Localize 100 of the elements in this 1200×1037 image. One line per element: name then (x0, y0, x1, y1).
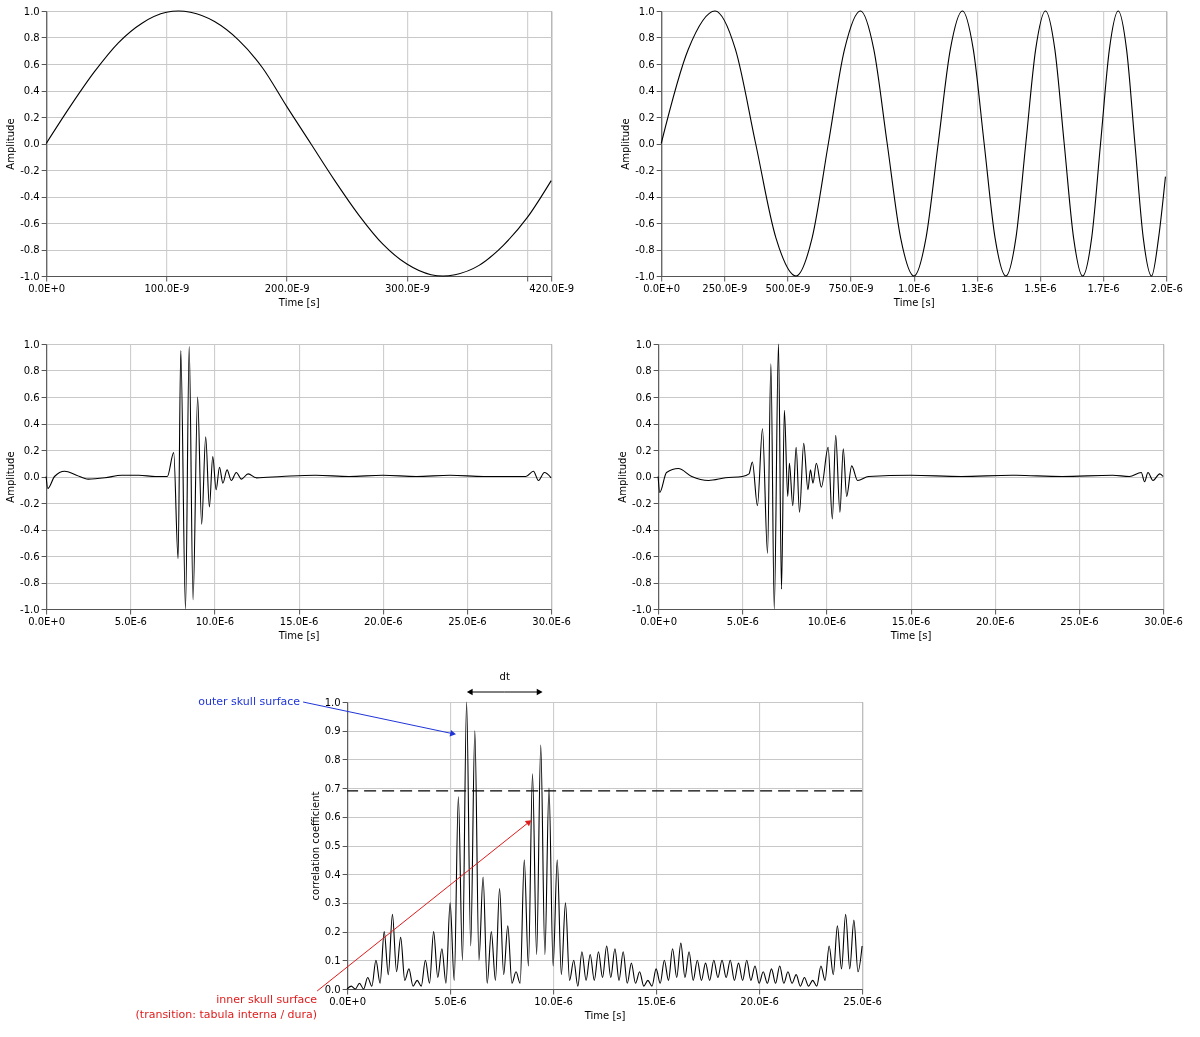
x-tick-label: 0.0E+0 (329, 995, 367, 1007)
y-tick-label: -0.2 (20, 164, 40, 176)
x-tick-label: 5.0E-6 (114, 615, 147, 627)
x-tick-label: 15.0E-6 (637, 995, 676, 1007)
x-tick-label: 1.7E-6 (1087, 282, 1120, 294)
x-tick-label: 20.0E-6 (740, 995, 779, 1007)
y-tick-label: -0.8 (20, 244, 40, 255)
y-tick-label: 0.2 (638, 111, 655, 123)
x-tick-label: 500.0E-9 (765, 282, 811, 294)
y-tick-label: 0.0 (324, 983, 341, 995)
x-tick-label: 1.5E-6 (1024, 282, 1057, 294)
annotation: outer skull surface (198, 695, 301, 708)
y-tick-label: 0.9 (324, 725, 341, 737)
x-tick-label: 20.0E-6 (364, 615, 403, 627)
x-tick-label: 30.0E-6 (1144, 615, 1183, 627)
x-tick-label: 250.0E-9 (702, 282, 748, 294)
y-tick-label: 0.8 (324, 753, 341, 765)
y-tick-label: 0.4 (638, 85, 655, 96)
y-tick-label: 0.8 (23, 365, 40, 376)
y-tick-label: -0.8 (635, 244, 655, 255)
x-tick-label: 10.0E-6 (534, 995, 573, 1007)
x-tick-label: 25.0E-6 (448, 615, 487, 627)
x-axis-title: Time [s] (277, 296, 320, 308)
y-tick-label: 0.4 (635, 418, 652, 429)
x-tick-label: 100.0E-9 (144, 282, 190, 294)
y-tick-label: -0.4 (20, 191, 40, 202)
y-tick-label: 0.6 (23, 391, 40, 403)
x-tick-label: 1.3E-6 (961, 282, 994, 294)
x-tick-label: 25.0E-6 (1060, 615, 1099, 627)
y-tick-label: 0.0 (23, 471, 40, 482)
x-tick-label: 750.0E-9 (828, 282, 874, 294)
y-tick-label: 0.2 (635, 444, 652, 456)
y-tick-label: -0.2 (632, 497, 652, 509)
y-tick-label: 0.8 (638, 32, 655, 43)
x-tick-label: 10.0E-6 (807, 615, 847, 627)
x-tick-label: 1.0E-6 (898, 282, 931, 294)
y-tick-label: 0.6 (638, 58, 655, 70)
y-axis-title: Amplitude (5, 118, 17, 170)
y-tick-label: -0.6 (20, 550, 40, 562)
y-tick-label: 1.0 (23, 338, 40, 350)
x-tick-label: 0.0E+0 (28, 282, 66, 294)
y-tick-label: -0.4 (632, 524, 652, 535)
y-tick-label: 1.0 (324, 696, 341, 708)
y-tick-label: -0.2 (20, 497, 40, 509)
text: dt (499, 671, 510, 682)
x-axis-title: Time [s] (892, 296, 935, 308)
y-tick-label: 0.4 (324, 868, 341, 880)
y-tick-label: 0.2 (23, 111, 40, 123)
y-tick-label: -1.0 (20, 270, 40, 282)
x-axis-title: Time [s] (889, 629, 932, 641)
y-tick-label: 1.0 (638, 5, 655, 17)
x-tick-label: 10.0E-6 (195, 615, 235, 627)
x-tick-label: 300.0E-9 (384, 282, 430, 294)
x-tick-label: 25.0E-6 (843, 995, 882, 1007)
x-tick-label: 15.0E-6 (279, 615, 319, 627)
y-axis-title: Amplitude (5, 451, 17, 503)
x-tick-label: 5.0E-6 (434, 995, 467, 1007)
y-tick-label: 0.6 (324, 811, 341, 823)
x-tick-label: 0.0E+0 (643, 282, 681, 294)
y-tick-label: 0.3 (324, 897, 341, 909)
x-tick-label: 30.0E-6 (532, 615, 571, 627)
y-tick-label: 0.6 (635, 391, 652, 403)
y-tick-label: 0.6 (23, 58, 40, 70)
y-tick-label: -0.4 (20, 524, 40, 535)
y-tick-label: 0.8 (635, 365, 652, 376)
y-tick-label: 0.4 (23, 85, 40, 96)
x-tick-label: 0.0E+0 (640, 615, 678, 627)
x-tick-label: 20.0E-6 (976, 615, 1015, 627)
y-tick-label: 1.0 (23, 5, 40, 17)
y-tick-label: 0.2 (23, 444, 40, 456)
y-tick-label: -0.8 (20, 577, 40, 588)
y-tick-label: 1.0 (635, 338, 652, 350)
y-tick-label: -0.2 (635, 164, 655, 176)
x-tick-label: 5.0E-6 (726, 615, 759, 627)
y-tick-label: 0.1 (324, 954, 341, 966)
y-tick-label: -0.6 (20, 217, 40, 229)
y-tick-label: -1.0 (635, 270, 655, 282)
y-tick-label: 0.4 (23, 418, 40, 429)
y-tick-label: 0.0 (23, 138, 40, 149)
y-tick-label: -0.8 (632, 577, 652, 588)
x-tick-label: 200.0E-9 (264, 282, 310, 294)
y-tick-label: -1.0 (20, 603, 40, 615)
x-tick-label: 15.0E-6 (891, 615, 931, 627)
y-tick-label: 0.8 (23, 32, 40, 43)
x-tick-label: 420.0E-9 (529, 282, 575, 294)
y-tick-label: -0.4 (635, 191, 655, 202)
annotation: inner skull surface (transition: tabula interna / dura) (135, 993, 318, 1021)
y-tick-label: -1.0 (632, 603, 652, 615)
y-tick-label: 0.2 (324, 926, 341, 938)
x-axis-title: Time [s] (583, 1009, 626, 1021)
y-tick-label: 0.0 (635, 471, 652, 482)
x-axis-title: Time [s] (277, 629, 320, 641)
y-axis-title: Amplitude (617, 451, 629, 503)
y-tick-label: 0.7 (324, 782, 341, 794)
y-tick-label: 0.5 (324, 840, 341, 851)
x-tick-label: 2.0E-6 (1150, 282, 1183, 294)
y-axis-title: correlation coefficient (309, 791, 321, 901)
y-tick-label: -0.6 (632, 550, 652, 562)
x-tick-label: 0.0E+0 (28, 615, 66, 627)
y-axis-title: Amplitude (620, 118, 632, 170)
